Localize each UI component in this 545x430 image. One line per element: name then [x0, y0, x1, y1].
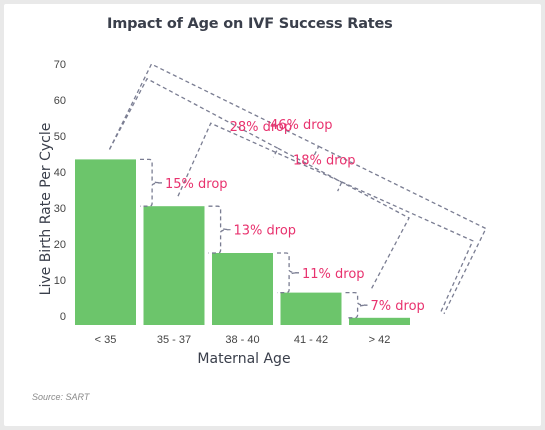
drop-bracket: [345, 291, 368, 319]
source-note: Source: SART: [32, 392, 90, 402]
drop-label: 15% drop: [165, 177, 228, 192]
y-tick-label: 70: [54, 59, 66, 71]
y-tick-label: 40: [54, 167, 66, 179]
bar-3: [212, 253, 273, 325]
y-tick-label: 50: [54, 131, 66, 143]
drop-bracket: [140, 158, 163, 207]
x-axis-label: Maternal Age: [197, 351, 290, 367]
drop-bracket: [177, 122, 474, 315]
y-tick-label: 10: [54, 275, 66, 287]
drop-label: 7% drop: [371, 299, 425, 314]
x-tick-label: > 42: [369, 334, 391, 346]
drop-bracket: [277, 252, 300, 294]
x-tick-label: 38 - 40: [225, 334, 259, 346]
bar-1: [75, 159, 136, 325]
y-tick-label: 0: [60, 311, 66, 323]
drop-bracket: [108, 77, 410, 289]
x-tick-label: 35 - 37: [157, 334, 191, 346]
drop-label: 28% drop: [230, 120, 293, 135]
drop-label: 13% drop: [234, 224, 297, 239]
x-tick-label: < 35: [95, 334, 117, 346]
drop-bracket: [208, 205, 231, 254]
x-tick-label: 41 - 42: [294, 334, 328, 346]
drop-label: 11% drop: [302, 267, 365, 282]
y-tick-label: 20: [54, 239, 66, 251]
y-axis-label: Live Birth Rate Per Cycle: [38, 123, 54, 296]
bar-4: [280, 292, 342, 325]
chart-title: Impact of Age on IVF Success Rates: [107, 16, 393, 32]
bar-5: [349, 317, 410, 325]
y-tick-label: 60: [54, 95, 66, 107]
bar-2: [143, 206, 205, 325]
y-tick-label: 30: [54, 203, 66, 215]
drop-label: 46% drop: [270, 118, 333, 133]
drop-label: 18% drop: [293, 154, 356, 169]
